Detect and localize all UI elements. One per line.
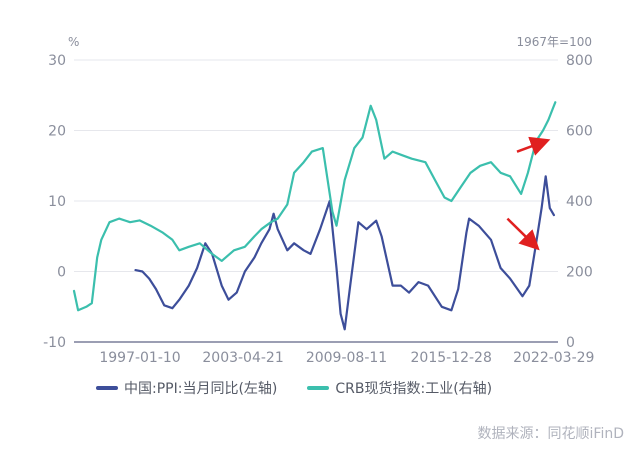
series-lines bbox=[72, 101, 557, 331]
annotation-arrow bbox=[506, 217, 540, 251]
left-axis-tick-label: -10 bbox=[43, 335, 66, 351]
x-axis-tick-label: 1997-01-10 bbox=[99, 350, 180, 366]
x-axis-tick-label: 2009-08-11 bbox=[306, 350, 387, 366]
x-axis-tick-label: 2015-12-28 bbox=[411, 350, 492, 366]
gridlines bbox=[74, 59, 558, 272]
axes: 30 20 10 0 -10 800 600 400 200 0% 1967年=100 1997-01… bbox=[43, 35, 594, 366]
legend-item-ppi: 中国:PPI:当月同比(左轴) bbox=[96, 378, 277, 398]
chart: 30 20 10 0 -10 800 600 400 200 0% 1967年=100 1997-01… bbox=[43, 35, 594, 366]
annotation-arrow bbox=[516, 136, 551, 156]
legend-label-crb: CRB现货指数:工业(右轴) bbox=[335, 381, 493, 397]
x-axis-tick-label: 2003-04-21 bbox=[202, 350, 283, 366]
right-axis-tick-label: 800 bbox=[566, 53, 593, 69]
x-axis-tick-label: 2022-03-29 bbox=[513, 350, 594, 366]
legend-label-ppi: 中国:PPI:当月同比(左轴) bbox=[124, 381, 278, 397]
right-axis-tick-label: 200 bbox=[566, 265, 593, 281]
legend-swatch-crb bbox=[307, 386, 330, 390]
series-line-crb bbox=[72, 101, 557, 312]
left-axis-tick-label: 30 bbox=[48, 53, 66, 69]
legend-item-crb: CRB现货指数:工业(右轴) bbox=[307, 378, 492, 398]
left-axis-tick-label: 10 bbox=[48, 194, 66, 210]
right-axis-tick-label: 400 bbox=[566, 194, 593, 210]
right-axis-tick-label: 600 bbox=[566, 124, 593, 140]
series-line-ppi bbox=[134, 175, 556, 331]
right-axis-unit: 1967年=100 bbox=[517, 35, 593, 49]
annotations bbox=[506, 136, 551, 251]
left-axis-tick-label: 20 bbox=[48, 124, 66, 140]
legend-swatch-ppi bbox=[96, 386, 118, 390]
left-axis-unit: % bbox=[68, 35, 79, 49]
left-axis-tick-label: 0 bbox=[57, 265, 66, 281]
data-source-note: 数据来源：同花顺iFinD bbox=[477, 426, 624, 442]
legend: 中国:PPI:当月同比(左轴) CRB现货指数:工业(右轴) bbox=[96, 377, 522, 399]
right-axis-tick-label: 0 bbox=[566, 335, 575, 351]
